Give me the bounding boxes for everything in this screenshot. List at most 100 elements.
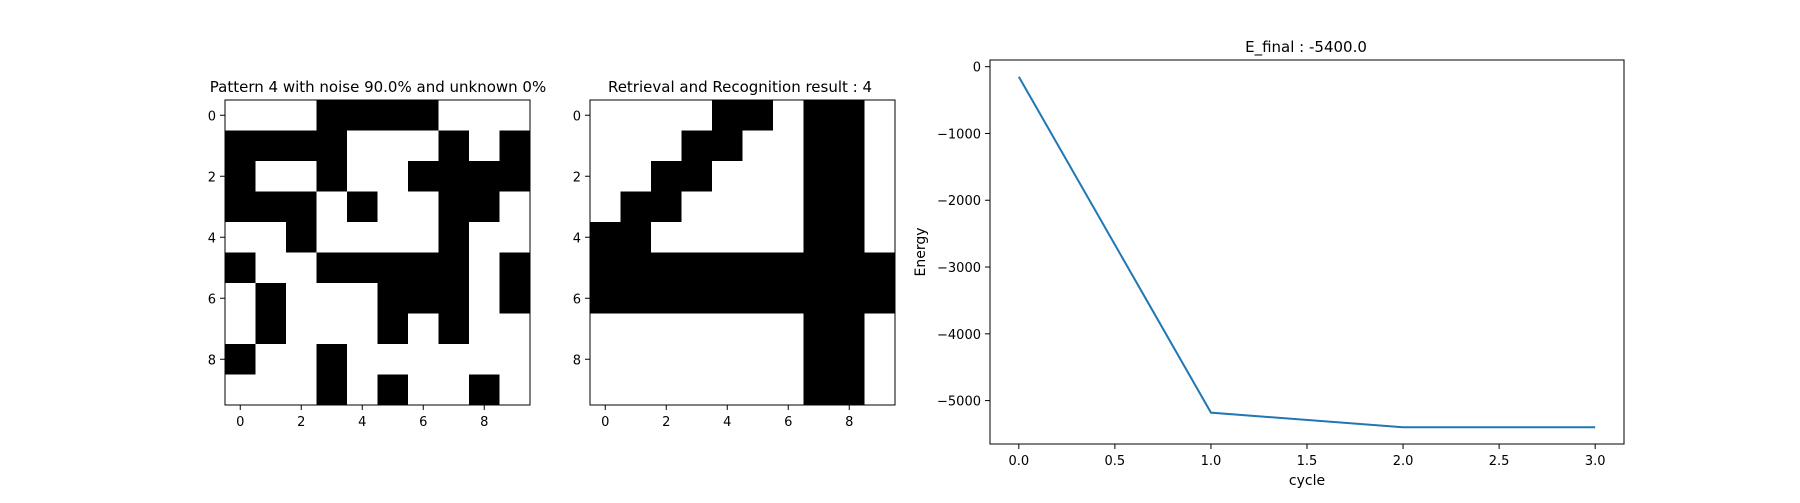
noisy-pattern-cell	[377, 130, 409, 162]
retrieved-pattern-cell	[620, 344, 652, 375]
retrieved-pattern-cell	[803, 252, 835, 284]
retrieved-pattern-cell	[742, 283, 774, 314]
noisy-pattern-cell	[347, 283, 378, 314]
retrieved-pattern-cell	[803, 191, 835, 223]
noisy-pattern-cell	[286, 344, 317, 375]
retrieved-pattern-cell	[681, 313, 713, 345]
energy-y-tick-label: −3000	[937, 261, 981, 276]
retrieved-pattern-cell	[742, 374, 774, 406]
noisy-pattern-cell	[408, 191, 439, 223]
retrieved-pattern-cell	[651, 191, 682, 223]
noisy-pattern-cell	[408, 252, 439, 284]
retrieved-pattern-cell	[651, 283, 682, 314]
retrieved-pattern-cell	[681, 161, 713, 192]
noisy-pattern-cell	[499, 313, 531, 345]
retrieved-pattern-cell	[620, 130, 652, 162]
energy-plot-panel: E_final : -5400.0 0.0 0.5 1.0 1.5 2.0 2.5 3.00…	[913, 38, 1625, 489]
retrieved-pattern-cell	[773, 374, 804, 406]
retrieved-pattern-cell	[834, 374, 865, 406]
noisy-pattern-cell	[225, 161, 256, 192]
retrieved-pattern-cell	[742, 100, 774, 131]
noisy-pattern-cell	[469, 283, 500, 314]
noisy-pattern-x-tick-label: 4	[358, 415, 366, 430]
noisy-pattern-cell	[438, 161, 470, 192]
energy-y-tick-label: 0	[973, 61, 981, 76]
energy-x-tick-label: 3.0	[1585, 454, 1606, 469]
retrieved-pattern-cell	[803, 283, 835, 314]
retrieved-pattern-cell	[773, 191, 804, 223]
noisy-pattern-cell	[255, 283, 287, 314]
retrieved-pattern-cell	[590, 191, 621, 223]
noisy-pattern-cell	[408, 344, 439, 375]
noisy-pattern-cell	[499, 344, 531, 375]
noisy-pattern-cell	[316, 252, 348, 284]
noisy-pattern-cell	[469, 313, 500, 345]
noisy-pattern-y-tick-label: 4	[208, 231, 216, 246]
noisy-pattern-cell	[408, 161, 439, 192]
retrieved-pattern-cell	[834, 222, 865, 253]
noisy-pattern-cell	[225, 252, 256, 284]
noisy-pattern-x-tick-label: 2	[297, 415, 305, 430]
noisy-pattern-cell	[316, 283, 348, 314]
energy-x-tick-label: 0.0	[1008, 454, 1029, 469]
retrieved-pattern-cell	[590, 283, 621, 314]
noisy-pattern-cell	[499, 100, 531, 131]
retrieved-pattern-cell	[651, 130, 682, 162]
retrieved-pattern-cell	[803, 222, 835, 253]
noisy-pattern-cell	[255, 161, 287, 192]
retrieved-pattern-cell	[620, 222, 652, 253]
noisy-pattern-cell	[225, 222, 256, 253]
retrieved-pattern-cell	[620, 100, 652, 131]
retrieved-pattern-cell	[742, 252, 774, 284]
retrieved-pattern-x-tick-label: 8	[845, 415, 853, 430]
noisy-pattern-y-tick-label: 2	[208, 170, 216, 185]
retrieved-pattern-cell	[590, 222, 621, 253]
noisy-pattern-cell	[408, 222, 439, 253]
noisy-pattern-frame	[224, 99, 531, 406]
noisy-pattern-cell	[469, 161, 500, 192]
noisy-pattern-cell	[377, 374, 409, 406]
retrieved-pattern-cell	[864, 161, 896, 192]
noisy-pattern-cell	[408, 374, 439, 406]
energy-plot-ticks: 0.0 0.5 1.0 1.5 2.0 2.5 3.0 0 −1000 −2000 −3000 −40…	[937, 61, 1606, 469]
retrieved-pattern-cell	[803, 100, 835, 131]
noisy-pattern-y-tick-label: 6	[208, 292, 216, 307]
noisy-pattern-cell	[255, 100, 287, 131]
retrieved-pattern-cell	[651, 100, 682, 131]
noisy-pattern-cell	[316, 222, 348, 253]
noisy-pattern-cell	[286, 252, 317, 284]
noisy-pattern-cell	[377, 100, 409, 131]
noisy-pattern-cell	[469, 100, 500, 131]
noisy-pattern-cell	[377, 191, 409, 223]
noisy-pattern-cell	[316, 344, 348, 375]
noisy-pattern-cell	[438, 252, 470, 284]
retrieved-pattern-cell	[742, 344, 774, 375]
retrieved-pattern-cell	[864, 100, 896, 131]
noisy-pattern-cell	[499, 130, 531, 162]
noisy-pattern-cell	[408, 130, 439, 162]
retrieved-pattern-cell	[712, 344, 743, 375]
noisy-pattern-cell	[347, 100, 378, 131]
retrieved-pattern-y-tick-label: 8	[573, 353, 581, 368]
retrieved-pattern-cell	[712, 252, 743, 284]
noisy-pattern-cell	[316, 374, 348, 406]
noisy-pattern-cell	[347, 222, 378, 253]
noisy-pattern-cell	[438, 344, 470, 375]
noisy-pattern-cell	[469, 344, 500, 375]
noisy-pattern-cell	[499, 283, 531, 314]
noisy-pattern-cell	[225, 283, 256, 314]
noisy-pattern-cell	[377, 252, 409, 284]
noisy-pattern-cell	[347, 313, 378, 345]
retrieved-pattern-cell	[742, 222, 774, 253]
noisy-pattern-cell	[255, 222, 287, 253]
retrieved-pattern-cell	[681, 100, 713, 131]
noisy-pattern-cell	[377, 283, 409, 314]
retrieved-pattern-cell	[712, 374, 743, 406]
noisy-pattern-cell	[377, 222, 409, 253]
retrieved-pattern-cell	[864, 130, 896, 162]
noisy-pattern-cell	[286, 191, 317, 223]
noisy-pattern-cell	[499, 252, 531, 284]
energy-y-tick-label: −2000	[937, 194, 981, 209]
energy-plot-title: E_final : -5400.0	[1245, 38, 1367, 57]
